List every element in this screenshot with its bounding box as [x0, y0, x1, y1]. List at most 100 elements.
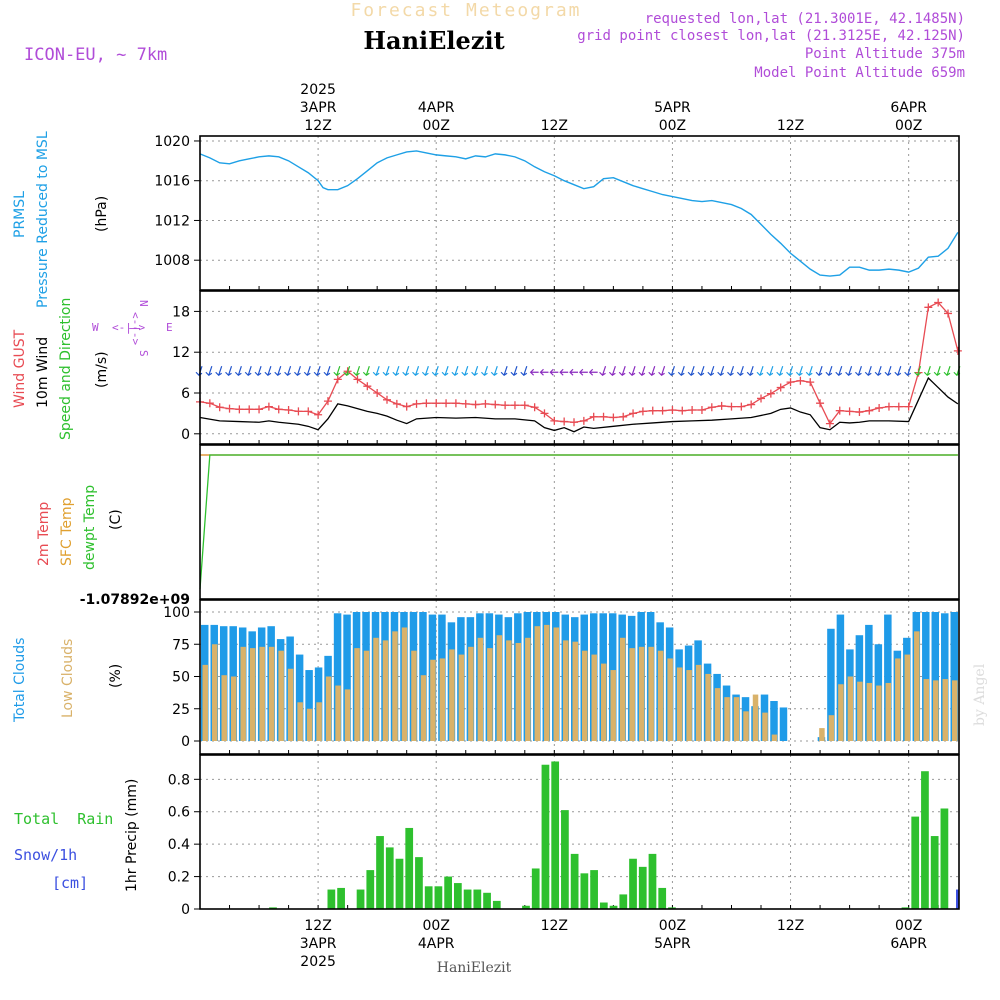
low-cloud-bar [572, 641, 578, 741]
compass-rose-horizontal: <-|-> [112, 321, 145, 334]
low-cloud-bar [819, 728, 825, 741]
model-altitude: Model Point Altitude 659m [754, 65, 965, 81]
product-title: Forecast Meteogram [350, 0, 581, 21]
y-tick-label: 0.8 [168, 772, 190, 788]
gust-marker [432, 399, 441, 408]
y-tick-label: 25 [172, 702, 190, 718]
wind-direction-arrow [402, 366, 410, 377]
gust-line [199, 301, 959, 425]
total-cloud-bar [770, 701, 778, 741]
wind10m-label: 10m Wind [35, 337, 51, 408]
low-cloud-bar [686, 670, 692, 741]
wind-direction-arrow [510, 366, 518, 377]
panel-frame [199, 135, 960, 291]
low-cloud-bar [904, 654, 911, 741]
prmsl-label: PRMSL [12, 191, 28, 238]
low-cloud-bar [847, 676, 854, 741]
rain-bar [629, 858, 637, 909]
rain-bar [376, 836, 384, 909]
wind-direction-arrow [923, 366, 931, 377]
gust-marker [835, 406, 844, 415]
gust-marker [294, 407, 303, 416]
low-cloud-bar [933, 680, 939, 741]
wind-direction-arrow [195, 366, 203, 377]
rain-bar [590, 870, 598, 909]
wind-direction-arrow [549, 368, 559, 376]
low-cloud-bar [401, 627, 408, 741]
gust-marker [501, 401, 510, 410]
total-cloud-bar [884, 614, 892, 741]
wind-direction-arrow [431, 366, 439, 377]
wind-direction-arrow [490, 366, 498, 377]
rain-bar [551, 761, 560, 909]
wind-direction-arrow [599, 366, 607, 377]
wind-direction-arrow [569, 368, 579, 376]
gust-marker [402, 402, 411, 411]
low-cloud-bar [449, 649, 455, 741]
gust-marker [274, 405, 283, 414]
temp-line-2 [199, 454, 958, 590]
wind-direction-arrow [500, 366, 508, 377]
gust-marker [757, 394, 766, 403]
wind-direction-arrow [933, 366, 941, 377]
compass-rose-vertical: <-|-> [129, 312, 142, 345]
rain-bar [668, 907, 676, 909]
low-cloud-bar [439, 658, 446, 741]
gust-marker [816, 399, 825, 408]
gust-marker [806, 378, 815, 387]
wind-unit-label: (m/s) [94, 351, 110, 388]
low-cloud-bar [259, 646, 265, 741]
compass-north: N [137, 300, 150, 307]
time-label: 00Z [895, 918, 922, 934]
gust-marker [383, 395, 392, 404]
rain-bar [580, 873, 589, 909]
gust-marker [648, 406, 657, 415]
gust-marker [314, 410, 323, 419]
credit: by Angel [972, 663, 988, 726]
wind-direction-arrow [382, 366, 390, 377]
panel-frame [199, 290, 960, 445]
gust-marker [264, 402, 273, 411]
wind-direction-arrow [608, 366, 616, 377]
gust-marker [373, 389, 382, 397]
gust-marker [727, 402, 736, 411]
rain-bar [463, 889, 472, 909]
low-cloud-bar [600, 663, 607, 741]
dewpt-label: dewpt Temp [82, 485, 98, 570]
time-label: 5APR [654, 936, 691, 952]
rain-bar [269, 907, 277, 909]
footer-station: HaniElezit [437, 960, 512, 976]
y-tick-label: 0.2 [168, 870, 190, 886]
wind-direction-arrow [244, 366, 252, 377]
gust-marker [520, 401, 529, 410]
gust-marker [461, 399, 470, 408]
gust-marker [845, 407, 854, 416]
wind-direction-arrow [727, 366, 735, 377]
panel-frame [199, 599, 960, 755]
wind-direction-arrow [353, 366, 361, 377]
wind-direction-arrow [529, 368, 539, 376]
low-cloud-bar [695, 664, 702, 741]
temp-unit-label: (C) [108, 509, 124, 530]
low-cloud-bar [477, 637, 484, 741]
gust-marker [697, 406, 706, 414]
wind-speed-dir-label: Speed and Direction [58, 298, 74, 440]
gust-marker [599, 412, 608, 421]
wind-direction-arrow [441, 366, 449, 377]
wind-direction-arrow [638, 366, 646, 377]
gust-marker [786, 378, 795, 387]
gust-marker [944, 309, 953, 318]
low-cloud-bar [885, 682, 892, 741]
low-cloud-bar [287, 668, 294, 741]
rain-bar [483, 892, 491, 909]
wind-direction-arrow [481, 366, 488, 377]
rain-bar [561, 810, 569, 909]
gust-marker [540, 409, 549, 418]
low-cloud-bar [278, 650, 284, 741]
wind-direction-arrow [303, 366, 311, 377]
time-label: 12Z [541, 918, 568, 934]
gust-marker [530, 403, 539, 412]
wind-direction-arrow [707, 366, 715, 377]
low-cloud-bar [952, 680, 958, 741]
low-cloud-bar [619, 637, 626, 741]
